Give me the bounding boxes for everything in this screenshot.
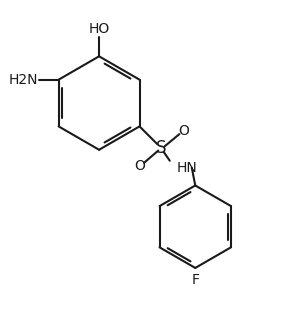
Text: S: S [156, 139, 167, 157]
Text: O: O [178, 124, 189, 138]
Text: HN: HN [177, 161, 197, 175]
Text: F: F [191, 273, 199, 287]
Text: HO: HO [88, 22, 110, 36]
Text: O: O [134, 159, 145, 173]
Text: H2N: H2N [9, 73, 38, 87]
